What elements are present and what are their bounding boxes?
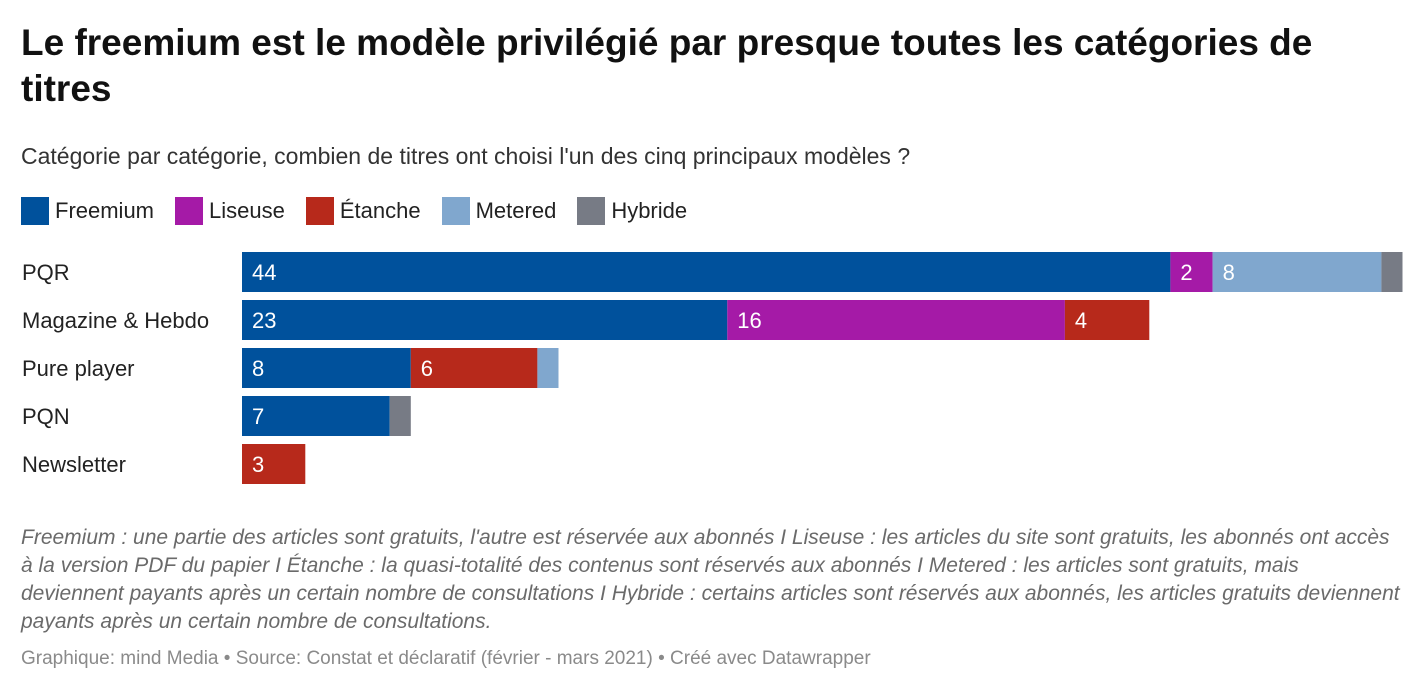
legend-label: Liseuse	[209, 198, 285, 223]
legend-label: Hybride	[611, 198, 688, 223]
legend-label: Étanche	[339, 198, 421, 223]
legend-item: Liseuse	[175, 197, 285, 225]
data-label: 2	[1180, 260, 1192, 285]
chart-svg: PQR 44 2 8 Magazine & Hebdo 23 16 4 Pure player 8…	[22, 252, 1403, 484]
data-label: 8	[252, 356, 264, 381]
bar-segment[interactable]	[727, 300, 1065, 340]
legend-swatch	[21, 197, 49, 225]
data-label: 8	[1223, 260, 1235, 285]
legend-swatch	[577, 197, 606, 225]
bar-segment[interactable]	[1170, 252, 1213, 292]
bar-segment[interactable]	[410, 348, 538, 388]
bar-segment[interactable]	[1381, 252, 1403, 292]
bar-segment[interactable]	[242, 396, 390, 436]
bar-segment[interactable]	[242, 300, 728, 340]
legend-swatch	[441, 197, 470, 225]
bar-segment[interactable]	[242, 348, 411, 388]
stacked-bar-chart: PQR 44 2 8 Magazine & Hebdo 23 16 4 Pure player 8…	[0, 248, 1426, 488]
category-label: PQR	[22, 260, 70, 285]
legend-swatch	[305, 197, 334, 225]
chart-legend: Freemium Liseuse Étanche Metered Hybride	[21, 197, 708, 225]
bar-segment[interactable]	[1064, 300, 1150, 340]
bar-segment[interactable]	[242, 444, 306, 484]
category-label: Pure player	[22, 356, 135, 381]
data-label: 23	[252, 308, 276, 333]
data-label: 44	[252, 260, 276, 285]
bar-segment[interactable]	[242, 252, 1171, 292]
legend-label: Metered	[475, 198, 557, 223]
bar-segment[interactable]	[1212, 252, 1382, 292]
data-label: 7	[252, 404, 264, 429]
category-label: PQN	[22, 404, 70, 429]
chart-footer: Graphique: mind Media • Source: Constat …	[21, 648, 871, 669]
category-label: Newsletter	[22, 452, 126, 477]
chart-notes: Freemium : une partie des articles sont …	[21, 526, 1400, 633]
legend-item: Étanche	[305, 197, 421, 225]
legend-item: Metered	[441, 197, 557, 225]
chart-title: Le freemium est le modèle privilégié par…	[21, 22, 1313, 109]
data-label: 16	[737, 308, 761, 333]
bar-segment[interactable]	[537, 348, 559, 388]
chart-subtitle: Catégorie par catégorie, combien de titr…	[21, 143, 911, 169]
category-label: Magazine & Hebdo	[22, 308, 209, 333]
legend-label: Freemium	[55, 198, 155, 223]
legend-item: Hybride	[577, 197, 687, 225]
legend-swatch	[175, 197, 204, 225]
bar-segment[interactable]	[389, 396, 411, 436]
legend-item: Freemium	[21, 197, 154, 225]
data-label: 3	[252, 452, 264, 477]
data-label: 4	[1075, 308, 1087, 333]
data-label: 6	[421, 356, 433, 381]
